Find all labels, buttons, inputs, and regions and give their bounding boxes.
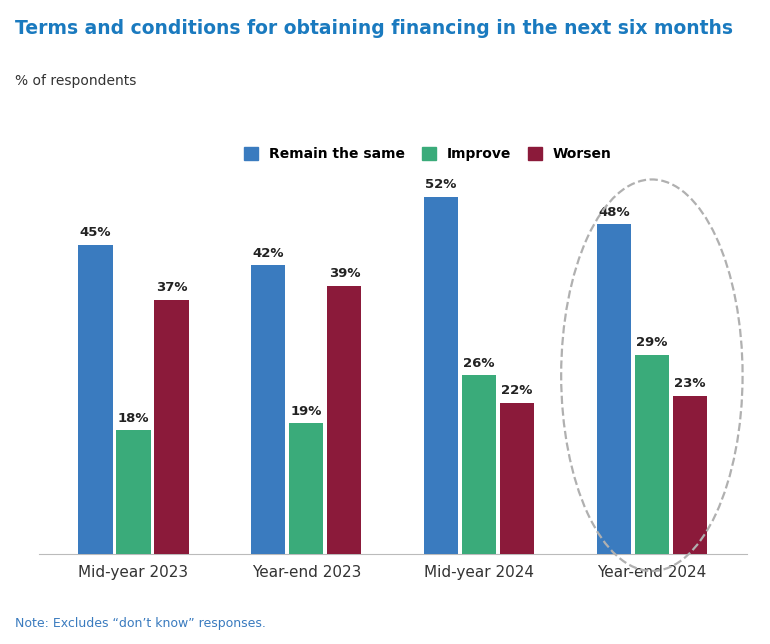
Bar — [155, 299, 189, 554]
Text: 52%: 52% — [425, 178, 457, 191]
Bar — [251, 265, 286, 554]
Text: 42%: 42% — [253, 247, 284, 260]
Bar — [116, 430, 151, 554]
Text: 19%: 19% — [290, 405, 322, 418]
Bar — [673, 396, 707, 554]
Text: % of respondents: % of respondents — [15, 74, 137, 88]
Bar — [290, 423, 323, 554]
Text: 26%: 26% — [464, 357, 495, 370]
Bar — [79, 245, 112, 554]
Bar — [462, 375, 496, 554]
Text: 22%: 22% — [501, 384, 533, 397]
Text: 39%: 39% — [329, 267, 360, 280]
Text: 45%: 45% — [80, 226, 112, 239]
Legend: Remain the same, Improve, Worsen: Remain the same, Improve, Worsen — [239, 142, 618, 167]
Text: 29%: 29% — [636, 336, 668, 349]
Bar — [597, 224, 631, 554]
Bar — [327, 286, 361, 554]
Text: 37%: 37% — [156, 281, 187, 294]
Text: 48%: 48% — [598, 205, 630, 218]
Bar — [500, 402, 534, 554]
Text: 23%: 23% — [674, 377, 705, 390]
Text: 18%: 18% — [118, 412, 149, 424]
Bar — [634, 355, 669, 554]
Text: Note: Excludes “don’t know” responses.: Note: Excludes “don’t know” responses. — [15, 617, 266, 630]
Text: Terms and conditions for obtaining financing in the next six months: Terms and conditions for obtaining finan… — [15, 19, 733, 39]
Bar — [424, 196, 458, 554]
